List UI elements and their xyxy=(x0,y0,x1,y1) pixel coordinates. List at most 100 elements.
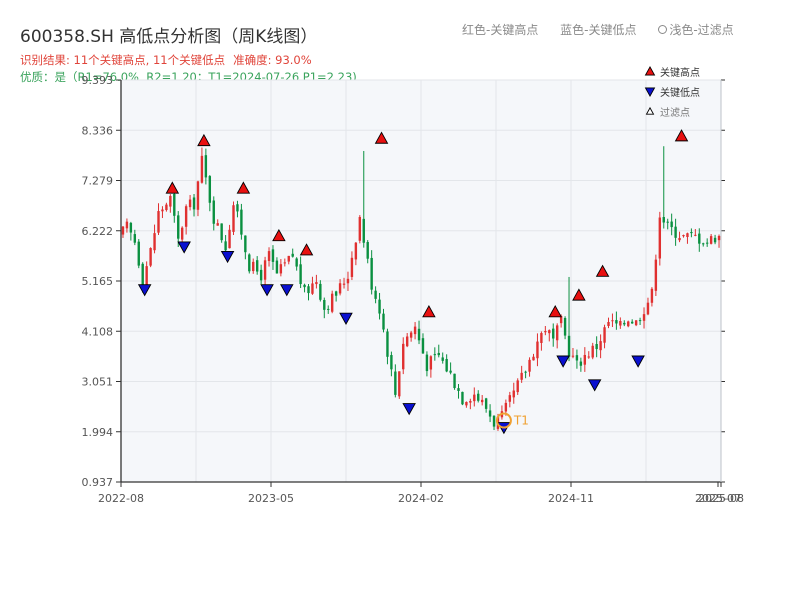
candle xyxy=(129,221,133,241)
candle-body xyxy=(382,313,385,330)
key-high-marker xyxy=(299,243,314,256)
key-low-marker xyxy=(556,355,570,368)
candle-body xyxy=(200,155,204,183)
candle-body xyxy=(161,209,164,212)
candle-body xyxy=(232,205,235,232)
candle xyxy=(595,336,598,358)
candle xyxy=(694,229,697,237)
candle-body xyxy=(429,356,433,370)
candle-body xyxy=(492,415,496,427)
candle-body xyxy=(599,341,602,351)
y-tick-label: 4.108 xyxy=(82,325,114,338)
candle-body xyxy=(532,356,535,361)
candle-body xyxy=(607,322,610,326)
candle xyxy=(445,354,448,373)
candle xyxy=(421,333,425,354)
header-legend: 红色-关键高点 蓝色-关键低点 浅色-过滤点 xyxy=(462,21,752,38)
candle-body xyxy=(275,260,279,274)
legend-label: 过滤点 xyxy=(660,106,690,119)
candle-body xyxy=(686,233,689,238)
candle xyxy=(449,362,452,375)
candle xyxy=(591,342,594,360)
circle-icon xyxy=(658,25,668,34)
candle xyxy=(417,320,421,345)
chart-title: 600358.SH 高低点分析图（周K线图） xyxy=(20,27,318,47)
candle-body xyxy=(563,317,567,336)
candle-body xyxy=(453,373,456,389)
candle xyxy=(555,323,559,349)
key-high-marker xyxy=(374,131,389,144)
y-tick-label: 3.051 xyxy=(82,376,114,389)
candle-body xyxy=(405,336,409,347)
candle-body xyxy=(394,371,397,395)
candle xyxy=(232,201,235,236)
candle-body xyxy=(236,204,239,212)
candle-body xyxy=(504,402,508,412)
candle-body xyxy=(567,335,571,357)
candle xyxy=(615,311,618,330)
candle xyxy=(319,280,322,302)
candle xyxy=(575,349,579,369)
candle-body xyxy=(642,314,646,321)
candle-body xyxy=(634,320,638,326)
candle xyxy=(200,147,204,184)
candle-body xyxy=(121,226,125,235)
candle-body xyxy=(259,269,263,281)
x-tick-label: 2022-08 xyxy=(98,492,144,505)
candle-body xyxy=(445,358,448,372)
candle xyxy=(544,326,547,336)
candle xyxy=(378,292,381,320)
legend-filtered-icon xyxy=(645,106,655,115)
candle-body xyxy=(299,264,302,285)
candle xyxy=(682,234,685,238)
legend-low-icon xyxy=(644,87,656,97)
candle xyxy=(196,180,200,217)
candle-body xyxy=(354,242,358,260)
candle xyxy=(157,203,160,236)
x-tick-label: 2023-05 xyxy=(248,492,294,505)
candle xyxy=(291,248,294,258)
candle-body xyxy=(555,325,559,341)
candle-body xyxy=(149,248,152,266)
candle xyxy=(338,279,342,296)
candle xyxy=(670,213,673,236)
legend-label: 关键低点 xyxy=(660,86,700,99)
result-text: 识别结果: 11个关键高点, 11个关键低点 xyxy=(20,53,226,67)
candle xyxy=(255,256,259,275)
candle-body xyxy=(713,237,717,243)
candle-body xyxy=(295,258,298,267)
candle-body xyxy=(390,355,393,370)
candle xyxy=(327,305,330,314)
candle xyxy=(409,330,413,342)
candle xyxy=(220,223,223,243)
candle-body xyxy=(520,372,523,380)
candle-body xyxy=(338,283,342,294)
candle xyxy=(165,202,168,212)
y-tick-label: 7.279 xyxy=(82,175,114,188)
candle xyxy=(536,333,539,367)
candle xyxy=(658,211,662,266)
candle xyxy=(390,351,393,377)
candle xyxy=(678,231,681,243)
candle-body xyxy=(516,380,519,393)
candle-body xyxy=(204,155,208,178)
candle-body xyxy=(386,331,389,357)
candle xyxy=(236,200,239,218)
candle xyxy=(382,308,385,333)
candle xyxy=(224,235,227,252)
candle xyxy=(121,226,125,238)
candle-body xyxy=(477,393,480,401)
candle xyxy=(323,297,326,319)
candle-body xyxy=(544,331,547,333)
key-high-marker xyxy=(236,181,251,194)
candle-body xyxy=(480,399,484,403)
key-low-marker xyxy=(220,250,235,264)
candle-body xyxy=(165,204,168,211)
candle-body xyxy=(409,332,413,338)
x-tick-label: 2025-07 xyxy=(695,492,741,505)
candle xyxy=(216,219,219,226)
candle xyxy=(259,264,263,285)
candle xyxy=(654,254,658,297)
candle xyxy=(666,218,669,230)
